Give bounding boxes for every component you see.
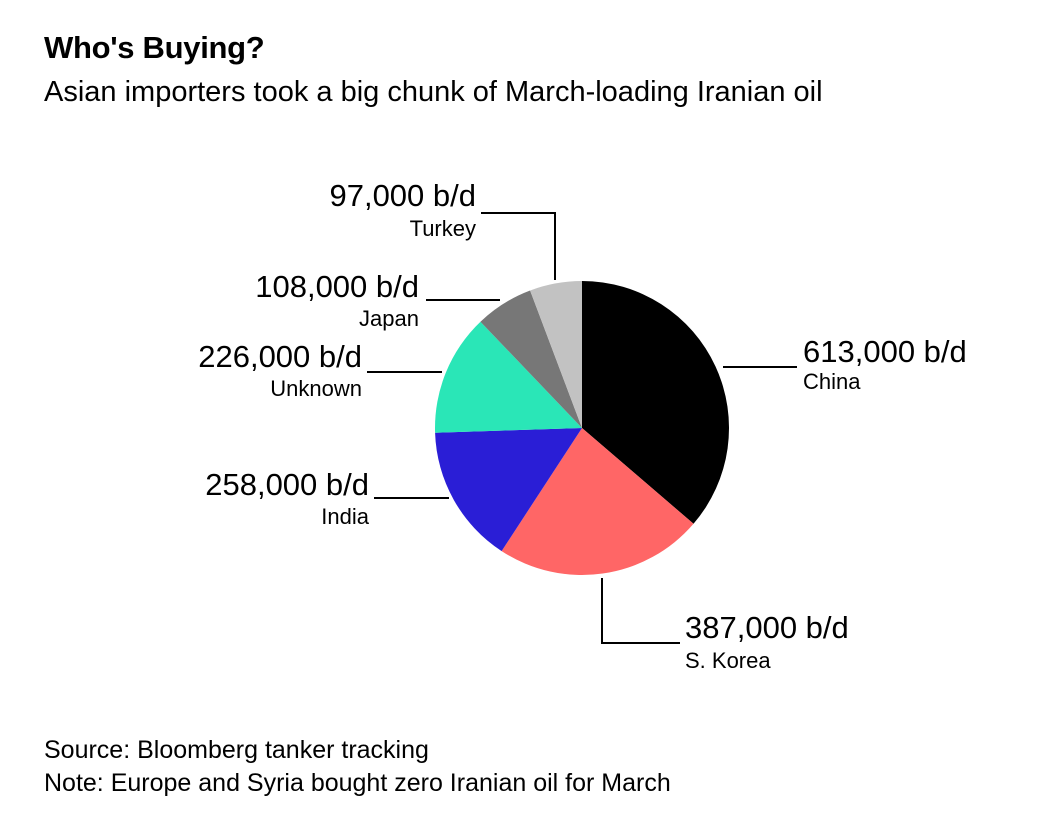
footnote: Note: Europe and Syria bought zero Irani… xyxy=(44,769,671,797)
chart-subtitle: Asian importers took a big chunk of Marc… xyxy=(44,76,823,108)
slice-japan xyxy=(480,290,582,428)
leader-lines xyxy=(367,212,797,644)
chart-footer: Source: Bloomberg tanker tracking Note: … xyxy=(44,734,671,800)
category-label-unknown: Unknown xyxy=(270,376,362,401)
value-label-china: 613,000 b/d xyxy=(803,334,967,369)
value-label-india: 258,000 b/d xyxy=(205,467,369,502)
leader-line-turkey xyxy=(481,212,556,280)
slice-s-korea xyxy=(501,428,694,576)
slice-turkey xyxy=(530,281,582,428)
value-label-s-korea: 387,000 b/d xyxy=(685,610,849,645)
leader-line-s-korea xyxy=(601,578,680,644)
value-label-japan: 108,000 b/d xyxy=(255,269,419,304)
pie-slices xyxy=(435,281,730,576)
slice-unknown xyxy=(435,321,582,433)
chart-title: Who's Buying? xyxy=(44,30,265,65)
category-label-india: India xyxy=(321,504,369,529)
slice-china xyxy=(582,281,730,524)
category-label-s-korea: S. Korea xyxy=(685,648,771,673)
source-note: Source: Bloomberg tanker tracking xyxy=(44,736,429,764)
value-label-turkey: 97,000 b/d xyxy=(329,178,476,213)
value-label-unknown: 226,000 b/d xyxy=(198,339,362,374)
category-label-china: China xyxy=(803,369,861,394)
category-label-turkey: Turkey xyxy=(410,216,476,241)
slice-india xyxy=(435,428,582,552)
category-label-japan: Japan xyxy=(359,306,419,331)
slice-labels: 613,000 b/d China 387,000 b/d S. Korea 2… xyxy=(198,178,967,673)
